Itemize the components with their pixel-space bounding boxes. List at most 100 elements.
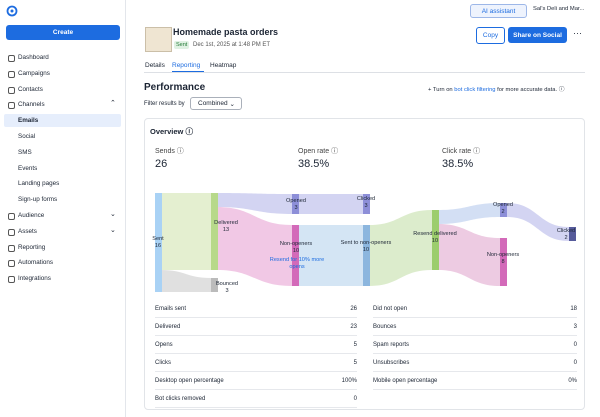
node-label: Clicked <box>356 196 376 202</box>
node-value: 2 <box>501 208 505 215</box>
kpi-value: 26 <box>155 158 168 170</box>
node-value: 10 <box>362 246 370 253</box>
sankey-flow <box>369 210 432 286</box>
account[interactable]: Sal's Deli and Mar... <box>533 6 585 12</box>
node-value: 2 <box>564 234 568 241</box>
nav-chevron: ⌄ <box>110 226 116 234</box>
node-value: 3 <box>225 287 229 294</box>
sankey-flow <box>217 193 292 214</box>
node-label: Resend delivered <box>413 231 457 237</box>
node-value: 16 <box>154 242 162 249</box>
node-value: 13 <box>222 226 230 233</box>
sankey-label: Opened 2 <box>475 202 531 215</box>
nav-chevron: ⌄ <box>110 211 116 218</box>
stat-value: 5 <box>353 341 357 348</box>
nav-item[interactable]: Channels <box>18 101 45 109</box>
share-button[interactable]: Share on Social <box>508 27 567 43</box>
tabs-divider <box>144 72 585 73</box>
stat-label: Emails sent <box>155 305 187 312</box>
sankey-node <box>155 193 162 292</box>
nav-item[interactable]: Social <box>18 133 36 140</box>
node-value: 3 <box>364 202 368 209</box>
node-label: Clicked <box>556 228 576 234</box>
sankey-label: Non-openers 8 <box>475 252 531 265</box>
resend-link[interactable]: Resend for 10% more opens <box>269 257 325 270</box>
nav-item[interactable]: Audience <box>18 212 45 219</box>
sankey-label: Sent 16 <box>130 236 186 249</box>
nav-item[interactable]: Contacts <box>18 85 43 93</box>
nav-item[interactable]: Events <box>18 164 38 172</box>
nav-item[interactable]: Landing pages <box>18 180 60 188</box>
node-label: Sent <box>152 236 164 242</box>
kpi-value: 38.5% <box>442 158 474 170</box>
nav-item[interactable]: Automations <box>18 259 54 267</box>
sidebar: Create Dashboard Campaigns Contacts Channel… <box>0 0 126 417</box>
stat-row: Opens 5 <box>155 336 357 354</box>
create-button[interactable]: Create <box>6 25 120 40</box>
stat-label: Delivered <box>155 323 181 330</box>
nav-item[interactable]: Campaigns <box>18 69 50 77</box>
node-label: Sent to non-openers <box>340 240 392 246</box>
stat-row: Bounces 3 <box>373 318 577 336</box>
sankey-label: Delivered 13 <box>198 220 254 233</box>
nav-item[interactable]: Reporting <box>18 243 46 251</box>
copy-button[interactable]: Copy <box>476 27 505 44</box>
sankey-flow <box>438 203 500 224</box>
more-button[interactable]: ··· <box>573 28 582 38</box>
node-label: Non-openers <box>279 241 313 247</box>
sankey-label: Resend delivered 10 <box>407 231 463 244</box>
sankey-label: Sent to non-openers 10 <box>338 240 394 253</box>
nav-item[interactable]: Integrations <box>18 275 51 283</box>
nav-item[interactable]: Emails <box>18 117 39 125</box>
nav-icon <box>8 213 15 220</box>
thumbnail <box>145 27 172 52</box>
tab[interactable]: Details <box>145 62 165 69</box>
nav-chevron: ⌃ <box>110 100 116 108</box>
copy-label: Copy <box>482 32 499 39</box>
stat-value: 5 <box>353 359 357 366</box>
node-label: Opened <box>286 198 306 204</box>
performance-title: Performance <box>144 82 206 93</box>
status-badge: Sent <box>174 41 190 49</box>
stat-label: Bounces <box>373 323 397 330</box>
kpi-label: Open rate ⓘ <box>298 148 339 155</box>
node-label: Bounced <box>215 281 239 287</box>
notice-link[interactable]: bot click filtering <box>454 87 496 93</box>
sankey-node <box>292 225 299 286</box>
nav-item[interactable]: Sign-up forms <box>18 196 58 204</box>
stat-value: 0 <box>573 359 577 366</box>
stat-value: 0 <box>353 395 357 402</box>
ai-button[interactable]: AI assistant <box>470 4 527 18</box>
sankey-node <box>363 225 370 286</box>
stat-value: 3 <box>573 323 577 330</box>
sankey-node <box>432 210 439 270</box>
tab[interactable]: Heatmap <box>210 62 237 69</box>
sankey-flow <box>299 225 363 286</box>
nav-item[interactable]: Dashboard <box>18 54 49 61</box>
filter-dropdown[interactable]: Combined ⌄ <box>190 97 242 110</box>
filter-label: Filter results by <box>144 101 185 107</box>
nav-icon <box>8 260 15 268</box>
stat-label: Desktop open percentage <box>155 377 224 384</box>
sankey-flow <box>507 203 569 241</box>
stat-label: Bot clicks removed <box>155 395 206 402</box>
stat-row: Delivered 23 <box>155 318 357 336</box>
overview-title-text: Overview <box>150 127 184 136</box>
nav-icon <box>8 86 15 94</box>
kpi-label: Click rate ⓘ <box>442 148 481 155</box>
sankey-flow <box>299 194 363 214</box>
nav-item[interactable]: SMS <box>18 148 32 156</box>
title: Homemade pasta orders <box>173 27 279 37</box>
stat-label: Unsubscribes <box>373 359 410 366</box>
stat-label: Opens <box>155 341 173 348</box>
nav-item[interactable]: Assets <box>18 227 37 235</box>
sankey-node <box>211 278 218 292</box>
tab[interactable]: Reporting <box>172 62 201 69</box>
sankey-label: Clicked 3 <box>338 196 394 209</box>
sankey-label: Clicked 2 <box>538 228 594 241</box>
date: Dec 1st, 2025 at 1:48 PM ET <box>193 42 271 48</box>
stat-label: Mobile open percentage <box>373 377 438 384</box>
node-value: 8 <box>501 258 505 265</box>
